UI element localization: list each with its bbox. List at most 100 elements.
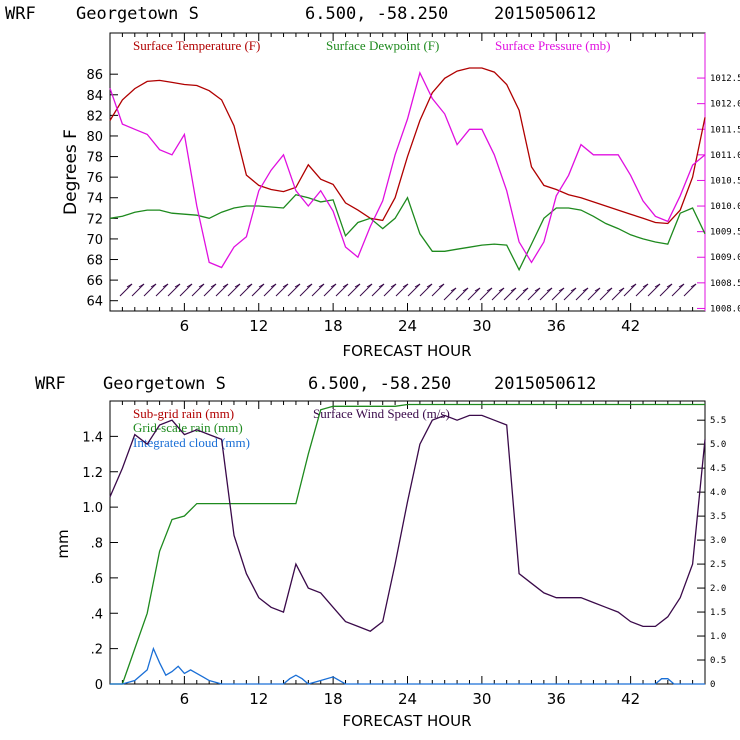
wind-barb — [275, 283, 289, 297]
series-line — [109, 414, 706, 632]
y-tick-label: 74 — [86, 192, 103, 207]
y-tick-label: .8 — [91, 537, 103, 552]
wind-barb-flag — [594, 287, 601, 292]
wind-barb-flag — [642, 283, 649, 288]
panel-2-y-ticks: 0 .2 .4 .6 .8 1.0 1.2 1.4 — [82, 430, 118, 693]
panel-1-header: WRF Georgetown S 6.500, -58.250 20150506… — [5, 4, 596, 24]
panel-2-legend: Sub-grid rain (mm) Grid-scale rain (mm) … — [133, 406, 450, 450]
wind-barb-flag — [510, 287, 517, 292]
panel-1-ylabel: Degrees F — [61, 129, 81, 215]
panel-1-series — [109, 67, 706, 272]
wind-barb-flag — [150, 283, 157, 288]
x-tick-label: 30 — [472, 690, 491, 708]
wind-barb — [383, 283, 397, 297]
panel-2-y2-ticks: 0 0.5 1.0 1.5 2.0 2.5 3.0 3.5 4.0 4.5 5.0 5.5 — [697, 416, 726, 690]
panel-1-x-ticks: 6 12 18 24 30 36 42 — [121, 33, 694, 335]
wind-barb-flag — [378, 283, 385, 288]
wind-barb-flag — [666, 283, 673, 288]
panel-2-series — [109, 403, 706, 685]
panel-1-xlabel: FORECAST HOUR — [342, 342, 471, 360]
wind-barb — [323, 283, 337, 297]
series-line — [109, 193, 706, 272]
panel-2-coords: 6.500, -58.250 — [308, 374, 451, 394]
y-tick-label: 78 — [86, 151, 103, 166]
x-tick-label: 18 — [324, 317, 343, 335]
panel-1-y2-ticks: 1008.0 1008.5 1009.0 1009.5 1010.0 1010.5 1011… — [697, 74, 740, 314]
wind-barb-flag — [126, 283, 133, 288]
wind-barb — [647, 283, 661, 297]
legend-grid-scale-rain: Grid-scale rain (mm) — [133, 420, 243, 435]
wind-barb — [191, 283, 205, 297]
x-tick-label: 24 — [398, 690, 417, 708]
wind-barb — [515, 287, 529, 301]
wind-barb — [143, 283, 157, 297]
wind-barb — [251, 283, 265, 297]
wind-barb — [347, 283, 361, 297]
wind-barb — [587, 287, 601, 301]
panel-2-x-ticks: 6 12 18 24 30 36 42 — [121, 401, 694, 708]
wind-barb — [359, 283, 373, 297]
wind-barb — [311, 283, 325, 297]
panel-1-legend: Surface Temperature (F) Surface Dewpoint… — [133, 38, 611, 53]
wind-barb — [635, 283, 649, 297]
y2-tick-label: 2.5 — [710, 560, 726, 570]
x-tick-label: 24 — [398, 317, 417, 335]
y-tick-label: .2 — [91, 643, 103, 658]
series-line — [109, 71, 706, 269]
wind-barb-flag — [210, 283, 217, 288]
wind-barb — [623, 283, 637, 297]
panel-1-y-ticks: 64 66 68 70 72 74 76 78 80 82 84 86 — [86, 68, 118, 310]
wind-barb-flag — [354, 283, 361, 288]
series-line — [109, 67, 706, 225]
y-tick-label: 1.4 — [82, 430, 103, 445]
y2-tick-label: 1010.0 — [710, 202, 740, 212]
wind-barb-flag — [258, 283, 265, 288]
wind-barb-flag — [654, 283, 661, 288]
wind-barb-flag — [234, 283, 241, 288]
y2-tick-label: 0.5 — [710, 656, 726, 666]
y2-tick-label: 1.0 — [710, 632, 726, 642]
wind-barb-flag — [330, 283, 337, 288]
wind-barb-flag — [618, 287, 625, 292]
wind-barb — [155, 283, 169, 297]
y-tick-label: 72 — [86, 212, 103, 227]
wind-barb-flag — [318, 283, 325, 288]
wind-barb-flag — [546, 287, 553, 292]
y2-tick-label: 3.0 — [710, 536, 726, 546]
wind-barb-flag — [282, 283, 289, 288]
wind-barb-flag — [678, 283, 685, 288]
x-tick-label: 6 — [180, 317, 190, 335]
y-tick-label: 80 — [86, 130, 103, 145]
panel-1-coords: 6.500, -58.250 — [305, 4, 448, 24]
wind-barb — [335, 283, 349, 297]
wind-barb — [167, 283, 181, 297]
x-tick-label: 30 — [472, 317, 491, 335]
y-tick-label: 76 — [86, 171, 103, 186]
y2-tick-label: 3.5 — [710, 512, 726, 522]
wind-barb — [539, 287, 553, 301]
legend-sub-grid-rain: Sub-grid rain (mm) — [133, 406, 234, 421]
wind-barb-flag — [450, 287, 457, 292]
wind-barb-flag — [138, 283, 145, 288]
wind-barb-flag — [438, 283, 445, 288]
wind-barb-flag — [342, 283, 349, 288]
wind-barb-flag — [426, 283, 433, 288]
wind-barb-flag — [570, 287, 577, 292]
wind-barb-flag — [174, 283, 181, 288]
y-tick-label: 70 — [86, 233, 103, 248]
wind-barb — [119, 283, 133, 297]
legend-surface-temperature: Surface Temperature (F) — [133, 38, 260, 53]
y-tick-label: 66 — [86, 274, 103, 289]
wind-barb — [371, 283, 385, 297]
panel-2-model: WRF — [35, 374, 66, 394]
wind-barb — [683, 283, 697, 297]
wind-barb — [443, 287, 457, 301]
wind-barb — [287, 283, 301, 297]
y-tick-label: 68 — [86, 254, 103, 269]
wind-barb — [419, 283, 433, 297]
wind-barb — [455, 287, 469, 301]
wind-barb-flag — [162, 283, 169, 288]
wind-barb — [203, 283, 217, 297]
x-tick-label: 36 — [547, 690, 566, 708]
wind-barb-flag — [690, 283, 697, 288]
